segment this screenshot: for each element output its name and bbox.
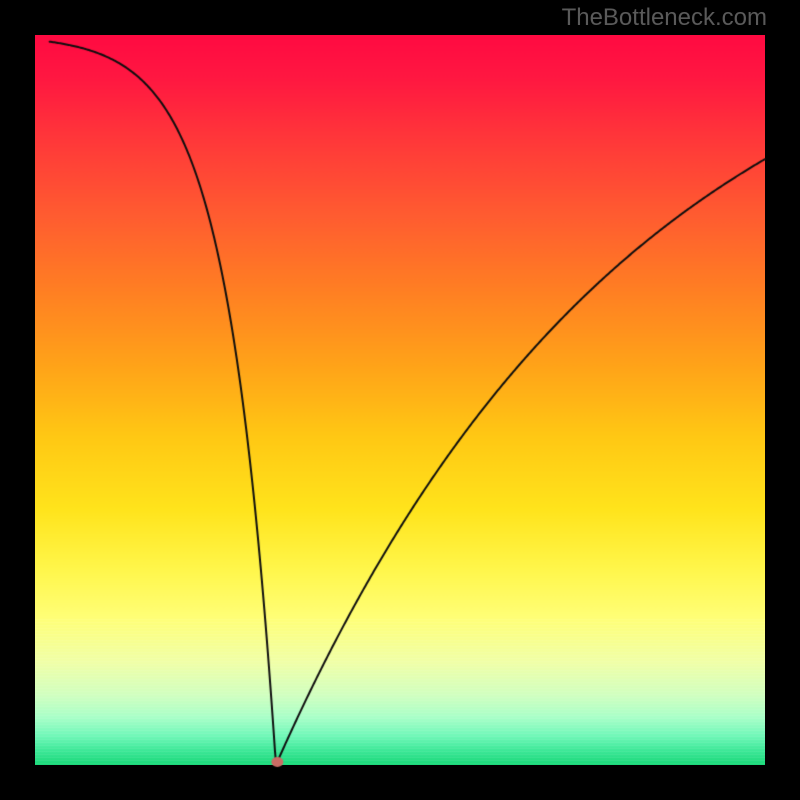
- chart-curve-layer: [0, 0, 800, 800]
- chart-stage: TheBottleneck.com: [0, 0, 800, 800]
- watermark-text: TheBottleneck.com: [562, 4, 767, 32]
